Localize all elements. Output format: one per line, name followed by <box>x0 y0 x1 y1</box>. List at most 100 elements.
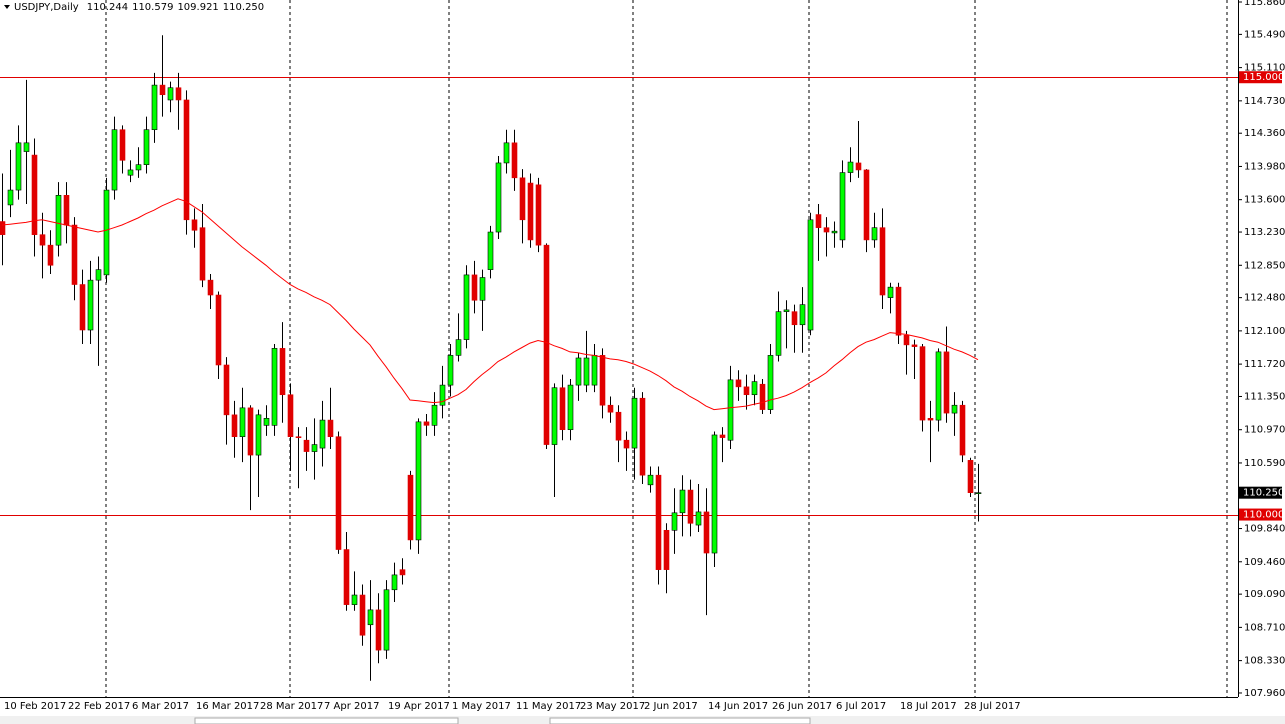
candle-body <box>855 162 862 171</box>
candle-body <box>143 129 150 165</box>
candle-body <box>455 339 462 356</box>
candle-body <box>623 439 630 449</box>
candle-body <box>695 511 702 526</box>
y-tick-label: 113.600 <box>1244 195 1285 206</box>
candle-body <box>55 195 62 246</box>
y-tick-label: 107.960 <box>1244 688 1285 699</box>
candle-body <box>519 177 526 221</box>
candle-body <box>191 219 198 231</box>
candle-body <box>903 334 910 346</box>
candle-body <box>975 492 982 494</box>
y-tick-label: 109.460 <box>1244 557 1285 568</box>
y-tick-label: 113.230 <box>1244 227 1285 238</box>
candle-body <box>551 387 558 445</box>
candle-body <box>287 394 294 438</box>
symbol: USDJPY,Daily <box>14 2 79 13</box>
candle-body <box>927 418 934 421</box>
price-label-box <box>1239 71 1282 84</box>
candle-body <box>759 383 766 410</box>
candle-body <box>823 227 830 233</box>
candle-body <box>39 234 46 246</box>
candle-body <box>791 311 798 326</box>
candle-body <box>367 609 374 626</box>
candle-body <box>359 594 366 636</box>
candle-body <box>375 609 382 651</box>
candle-body <box>807 219 814 331</box>
candle-body <box>887 286 894 298</box>
y-tick-label: 110.590 <box>1244 458 1285 469</box>
candle-body <box>407 474 414 541</box>
header-value: 110.244 <box>87 2 128 13</box>
candle-body <box>879 227 886 296</box>
tab[interactable] <box>549 717 811 724</box>
y-tick-label: 112.480 <box>1244 293 1285 304</box>
candle-body <box>279 348 286 396</box>
candle-body <box>7 189 14 206</box>
candle-body <box>767 355 774 410</box>
candle-body <box>575 357 582 386</box>
x-tick-label: 14 Jun 2017 <box>708 701 768 712</box>
candle-body <box>199 227 206 281</box>
candle-body <box>263 418 270 426</box>
candle-body <box>591 355 598 386</box>
y-tick-label: 108.330 <box>1244 656 1285 667</box>
candle-body <box>639 397 646 476</box>
candle-body <box>111 129 118 191</box>
tab[interactable] <box>194 717 459 724</box>
candle-body <box>895 286 902 336</box>
x-tick-label: 18 Jul 2017 <box>900 701 957 712</box>
candle-body <box>255 414 262 456</box>
candle-body <box>911 344 918 347</box>
candle-body <box>431 404 438 426</box>
candle-body <box>631 397 638 449</box>
candle-body <box>943 351 950 414</box>
candle-body <box>63 195 70 226</box>
candle-body <box>127 169 134 176</box>
candle-body <box>151 84 158 131</box>
candle-body <box>303 439 310 452</box>
candle-body <box>831 230 838 234</box>
header-value: 110.579 <box>132 2 173 13</box>
candle-body <box>871 227 878 241</box>
y-tick-label: 112.850 <box>1244 260 1285 271</box>
candle-body <box>687 489 694 524</box>
candle-body <box>383 589 390 651</box>
candle-body <box>231 414 238 438</box>
candle-body <box>615 411 622 441</box>
candle-body <box>535 184 542 246</box>
candle-body <box>463 274 470 340</box>
candle-body <box>543 244 550 445</box>
candle-body <box>599 355 606 406</box>
candle-body <box>183 99 190 221</box>
x-tick-label: 10 Feb 2017 <box>4 701 66 712</box>
candle-body <box>31 154 38 235</box>
x-tick-label: 19 Apr 2017 <box>388 701 450 712</box>
candle-body <box>167 87 174 101</box>
candle-body <box>391 574 398 591</box>
candle-body <box>647 474 654 486</box>
candle-body <box>223 364 230 416</box>
y-tick-label: 115.860 <box>1244 0 1285 8</box>
candle-body <box>439 384 446 406</box>
header-value: 110.250 <box>223 2 264 13</box>
candle-body <box>471 274 478 301</box>
candle-body <box>679 489 686 514</box>
candle-body <box>567 384 574 431</box>
candle-body <box>783 309 790 312</box>
menu-triangle[interactable] <box>4 5 10 9</box>
x-tick-label: 28 Mar 2017 <box>260 701 323 712</box>
candle-body <box>0 221 6 235</box>
candle-body <box>663 529 670 570</box>
candle-body <box>423 421 430 426</box>
candle-body <box>271 348 278 426</box>
x-tick-label: 11 May 2017 <box>516 701 581 712</box>
candle-body <box>559 387 566 431</box>
candle-body <box>119 129 126 161</box>
candle-body <box>607 404 614 413</box>
candle-body <box>919 346 926 421</box>
y-tick-label: 111.720 <box>1244 359 1285 370</box>
candle-body <box>863 169 870 241</box>
price-label: 110.250 <box>1243 488 1284 499</box>
candle-body <box>703 511 710 554</box>
